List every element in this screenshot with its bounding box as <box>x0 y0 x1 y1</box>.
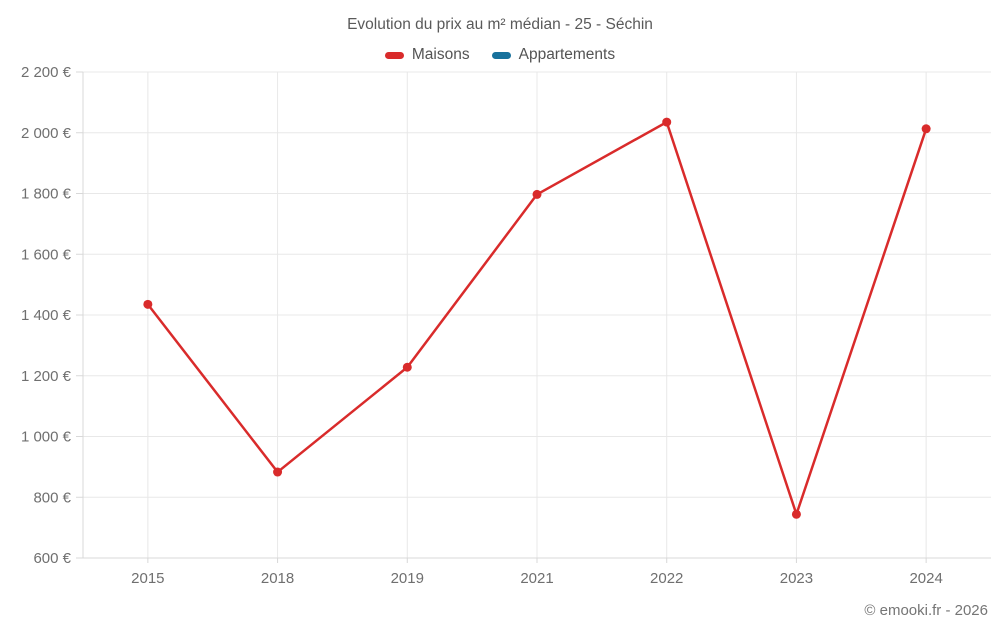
chart-title: Evolution du prix au m² médian - 25 - Sé… <box>347 16 653 33</box>
x-axis-tick-label: 2024 <box>909 570 942 587</box>
appartements-series-swatch-icon <box>491 51 511 59</box>
data-point-marker[interactable] <box>532 189 542 199</box>
y-axis-tick-label: 1 400 € <box>21 307 72 324</box>
data-point-marker[interactable] <box>662 117 672 127</box>
y-axis-tick-label: 1 800 € <box>21 186 72 203</box>
x-axis-tick-label: 2022 <box>650 570 683 587</box>
x-axis-tick-label: 2018 <box>261 570 294 587</box>
data-point-marker[interactable] <box>921 124 931 134</box>
x-axis-tick-label: 2019 <box>391 570 424 587</box>
data-point-marker[interactable] <box>402 362 412 372</box>
y-axis-tick-label: 800 € <box>33 489 71 506</box>
x-axis-tick-label: 2023 <box>780 570 813 587</box>
data-point-marker[interactable] <box>273 467 283 477</box>
y-axis-tick-label: 600 € <box>33 550 71 567</box>
legend-item-appartements[interactable]: Appartements <box>491 46 616 64</box>
watermark: © emooki.fr - 2026 <box>864 602 988 619</box>
legend-label-appartements: Appartements <box>518 46 616 63</box>
y-axis-tick-label: 1 000 € <box>21 429 72 446</box>
legend-item-maisons[interactable]: Maisons <box>384 46 470 64</box>
chart-legend: Maisons Appartements <box>0 46 1000 64</box>
y-axis-tick-label: 2 200 € <box>21 64 72 81</box>
data-point-marker[interactable] <box>791 509 801 519</box>
legend-label-maisons: Maisons <box>411 46 470 63</box>
y-axis-tick-label: 1 600 € <box>21 246 72 263</box>
x-axis-tick-label: 2021 <box>520 570 553 587</box>
y-axis-tick-label: 2 000 € <box>21 125 72 142</box>
y-axis-tick-label: 1 200 € <box>21 368 72 385</box>
maisons-series-swatch-icon <box>384 51 404 59</box>
x-axis-tick-label: 2015 <box>131 570 164 587</box>
data-point-marker[interactable] <box>143 299 153 309</box>
